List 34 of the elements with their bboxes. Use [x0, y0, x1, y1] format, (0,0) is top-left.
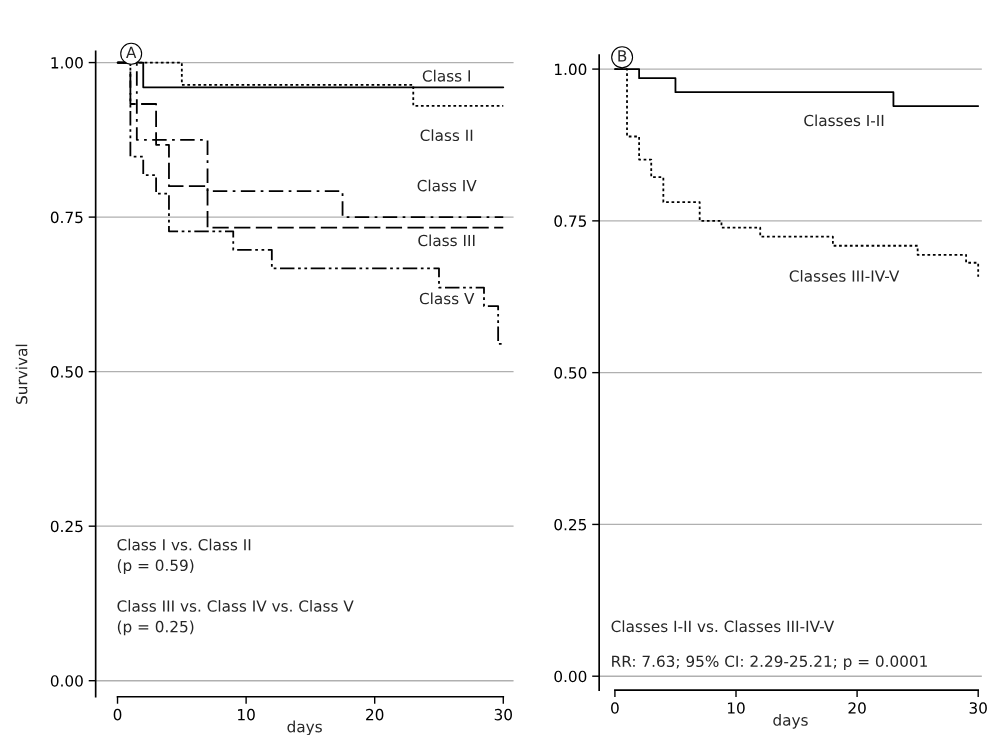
y-axis-title: Survival	[15, 344, 28, 404]
y-tick-label: 0.50	[554, 367, 587, 379]
x-tick-label: 0	[611, 702, 619, 714]
x-axis-title: days	[773, 713, 808, 729]
annotation: Classes I-II	[804, 114, 884, 127]
x-tick-label: 30	[494, 708, 512, 721]
annotation: Class I	[422, 69, 470, 82]
annotation: Classes I-II vs. Classes III-IV-V	[611, 620, 835, 633]
y-tick-label: 0.75	[554, 215, 587, 227]
x-tick-label: 10	[727, 702, 745, 714]
y-tick-label: 0.00	[50, 675, 83, 687]
annotation: RR: 7.63; 95% CI: 2.29-25.21; p = 0.0001	[612, 655, 927, 671]
y-tick-label: 1.00	[555, 63, 587, 76]
y-tick-label: 1.00	[51, 57, 83, 69]
x-tick-label: 30	[969, 702, 987, 714]
annotation: Classes III-IV-V	[789, 270, 900, 282]
y-tick-label: 0.50	[50, 366, 83, 378]
annotation: Class III vs. Class IV vs. Class V (p = 0.25)	[117, 599, 354, 636]
annotation: Class V	[419, 292, 475, 305]
annotation: Class III	[418, 234, 475, 247]
x-tick-label: 20	[366, 708, 384, 721]
y-tick-label: 0.75	[50, 211, 83, 224]
annotation: B	[618, 50, 627, 62]
y-tick-label: 0.25	[554, 518, 587, 531]
y-tick-label: 0.25	[50, 520, 83, 533]
annotation: A	[126, 46, 137, 58]
x-tick-label: 10	[238, 708, 255, 721]
x-tick-label: 0	[113, 708, 122, 721]
annotation: Class IV	[417, 179, 477, 192]
x-axis-title: days	[287, 720, 322, 735]
annotation: Class II	[420, 129, 473, 142]
x-tick-label: 20	[848, 702, 866, 714]
annotation: Class I vs. Class II (p = 0.59)	[117, 538, 251, 575]
y-tick-label: 0.00	[554, 670, 587, 683]
